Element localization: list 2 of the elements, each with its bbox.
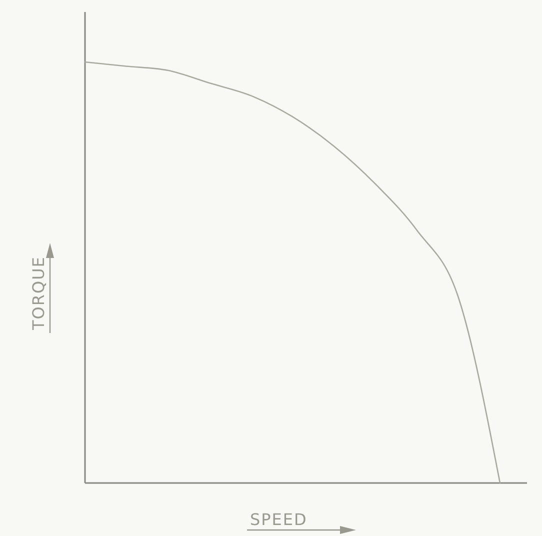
y-axis-title: TORQUE: [29, 256, 48, 331]
x-axis-title: SPEED: [250, 510, 308, 529]
